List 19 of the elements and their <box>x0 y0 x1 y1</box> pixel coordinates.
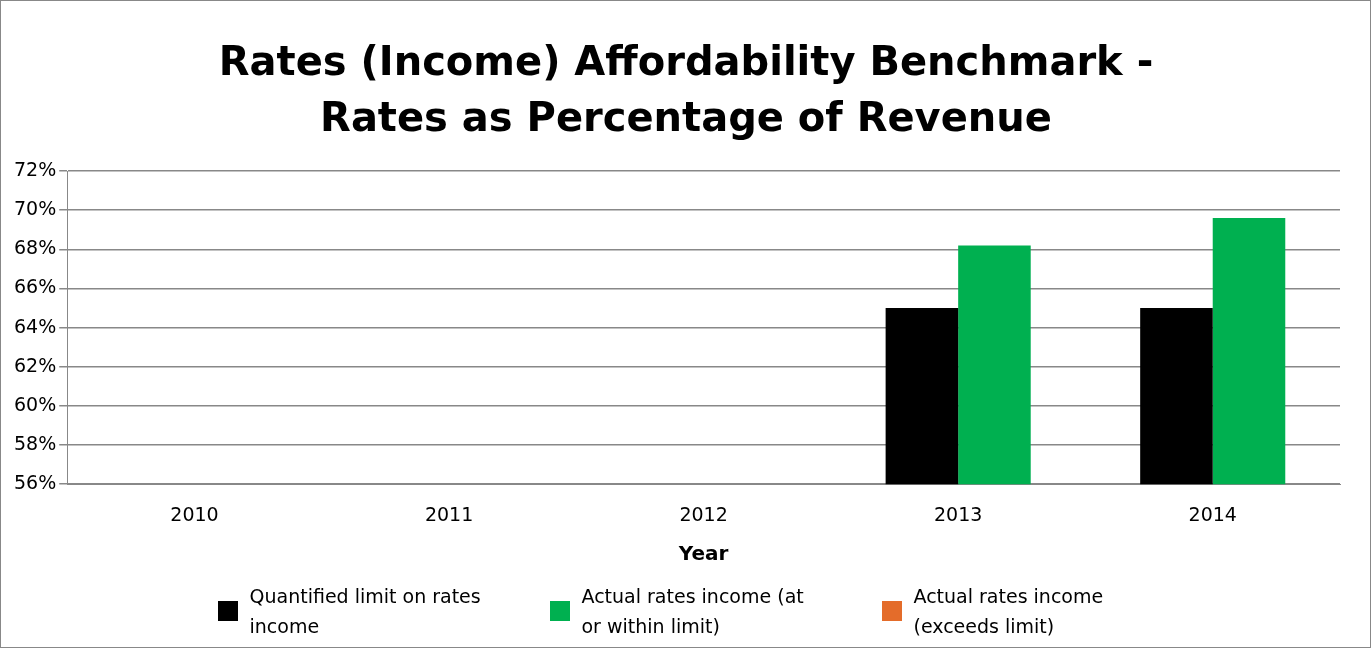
y-tick-label: 56% <box>14 471 57 494</box>
y-tick-label: 64% <box>14 314 57 337</box>
x-axis-title: Year <box>677 541 729 566</box>
y-tick-label: 60% <box>14 392 57 415</box>
x-tick-label: 2011 <box>424 502 474 525</box>
x-tick-label: 2010 <box>170 502 219 525</box>
x-tick-label: 2014 <box>1188 502 1237 525</box>
y-tick-label: 66% <box>14 275 57 298</box>
legend-label: Actual rates income (exceeds limit) <box>913 584 1105 639</box>
x-tick-label: 2012 <box>679 502 728 525</box>
legend-label: Quantified limit on rates income <box>249 584 482 639</box>
legend-label: Actual rates income (at or within limit) <box>581 584 805 639</box>
y-tick-label: 68% <box>14 236 57 259</box>
y-tick-label: 72% <box>14 157 57 180</box>
x-tick-label: 2013 <box>933 502 983 525</box>
y-tick-label: 70% <box>14 197 57 220</box>
y-tick-label: 62% <box>14 353 57 376</box>
chart-title: Rates (Income) Affordability Benchmark - Rates as Percentage of Revenue <box>217 37 1155 142</box>
y-tick-label: 58% <box>14 431 57 454</box>
